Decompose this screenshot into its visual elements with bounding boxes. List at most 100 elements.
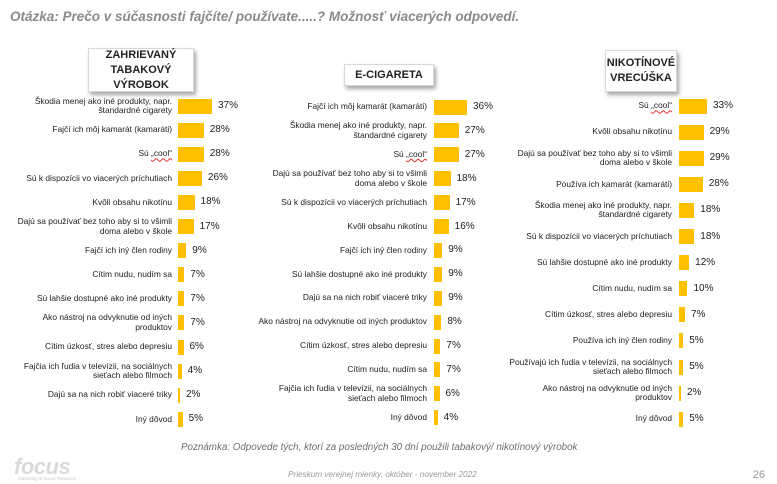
category-label: Sú „cool“ (4, 141, 172, 167)
category-label: Dajú sa na nich robiť viaceré triky (4, 382, 172, 408)
bar (178, 98, 212, 114)
category-label-text: Dajú sa používať bez toho aby si to všim… (517, 147, 672, 168)
category-label: Cítim nudu, nudím sa (4, 262, 172, 288)
data-label: 26% (207, 172, 228, 184)
category-label-text: Dajú sa na nich robiť viaceré triky (47, 389, 172, 400)
category-label: Fajčí ich iný člen rodiny (257, 237, 427, 263)
data-label: 27% (464, 124, 485, 136)
category-label: Fajčia ich ľudia v televízii, na sociáln… (4, 358, 172, 384)
category-label-text: Používa ich kamarát (kamaráti) (556, 178, 672, 189)
category-label: Cítim nudu, nudím sa (257, 357, 427, 383)
bar (178, 243, 187, 259)
category-label-text: Cítim úzkosť, stres alebo depresiu (300, 340, 427, 351)
category-label: Cítim úzkosť, stres alebo depresiu (507, 302, 672, 328)
data-label: 28% (209, 124, 230, 136)
bar (679, 307, 685, 323)
category-label-text: Fajčí ich iný člen rodiny (339, 244, 427, 255)
bar (178, 146, 204, 162)
category-label-text: Iný dôvod (635, 413, 672, 424)
category-label-text: Cítim úzkosť, stres alebo depresiu (545, 309, 672, 320)
category-label-text: Sú „cool“ (638, 100, 672, 111)
category-label: Sú k dispozícii vo viacerých príchutiach (507, 224, 672, 250)
bar (178, 339, 184, 355)
data-label: 29% (709, 126, 730, 138)
category-label: Fajčí ich iný člen rodiny (4, 238, 172, 264)
category-label: Dajú sa používať bez toho aby si to všim… (4, 214, 172, 240)
bar (434, 99, 467, 115)
bar (178, 411, 183, 427)
bar (178, 291, 185, 307)
data-label: 5% (188, 413, 204, 425)
bar (434, 242, 443, 258)
category-label-text: Sú „cool“ (138, 148, 172, 159)
bar (178, 315, 185, 331)
data-label: 17% (199, 220, 220, 232)
category-label: Sú „cool“ (507, 93, 672, 119)
category-label: Cítim nudu, nudím sa (507, 276, 672, 302)
data-label: 9% (192, 244, 207, 256)
data-label: 17% (455, 196, 476, 208)
category-label-text: Sú k dispozícii vo viacerých príchutiach (26, 172, 172, 183)
category-label-text: Sú lahšie dostupné ako iné produkty (36, 293, 172, 304)
category-label-text: Fajčí ich iný člen rodiny (84, 244, 172, 255)
bar (679, 202, 695, 218)
data-label: 4% (187, 365, 203, 377)
category-label: Ako nástroj na odvyknutie od iných produ… (507, 380, 672, 406)
data-label: 2% (186, 389, 201, 401)
category-label-text: Používa ich iný člen rodiny (572, 335, 672, 346)
data-label: 4% (443, 411, 459, 423)
category-label: Sú lahšie dostupné ako iné produkty (257, 261, 427, 287)
category-label-text: Dajú sa používať bez toho aby si to všim… (17, 216, 172, 236)
category-label-text: Škodia menej ako iné produkty, napr. šta… (289, 120, 427, 140)
category-label: Fajčia ich ľudia v televízii, na sociáln… (257, 381, 427, 407)
bar (679, 411, 684, 427)
category-label: Sú lahšie dostupné ako iné produkty (507, 250, 672, 276)
data-label: 18% (700, 204, 721, 216)
category-label-text: Škodia menej ako iné produkty, napr. šta… (534, 199, 672, 220)
bar (178, 387, 180, 403)
category-label-text: Dajú sa používať bez toho aby si to všim… (272, 168, 427, 188)
data-label: 9% (448, 244, 463, 256)
category-label-text: Kvôli obsahu nikotínu (592, 126, 672, 137)
bar (178, 170, 202, 186)
bar (679, 98, 707, 114)
category-label-text: Sú lahšie dostupné ako iné produkty (536, 256, 672, 267)
data-label: 18% (200, 196, 221, 208)
data-label: 16% (454, 220, 475, 232)
page-title: Otázka: Prečo v súčasnosti fajčíte/ použ… (10, 9, 520, 24)
data-label: 7% (690, 308, 706, 320)
data-label: 18% (456, 172, 477, 184)
category-label: Používa ich iný člen rodiny (507, 328, 672, 354)
data-label: 36% (473, 101, 494, 112)
category-label-text: Ako nástroj na odvyknutie od iných produ… (258, 316, 427, 327)
category-label: Ako nástroj na odvyknutie od iných produ… (4, 310, 172, 336)
bar (679, 255, 690, 271)
bar (679, 333, 684, 349)
data-label: 37% (218, 100, 239, 111)
data-label: 7% (446, 340, 461, 351)
category-label: Používa ich kamarát (kamaráti) (507, 171, 672, 197)
logo-text: focus (14, 454, 71, 479)
bar (434, 171, 451, 187)
category-label-text: Sú k dispozícii vo viacerých príchutiach (526, 230, 672, 241)
data-label: 5% (689, 361, 704, 372)
category-label: Fajčí ich môj kamarát (kamaráti) (257, 94, 427, 120)
bar (434, 386, 440, 402)
category-label-text: Fajčí ich môj kamarát (kamaráti) (52, 124, 172, 135)
survey-footer: Prieskum verejnej mienky, október - nove… (288, 470, 477, 479)
data-label: 2% (687, 387, 702, 399)
bar (679, 385, 681, 401)
bar (178, 194, 195, 210)
data-label: 7% (446, 363, 461, 375)
category-label-text: Cítim nudu, nudím sa (347, 364, 427, 375)
bar (178, 267, 185, 283)
category-label: Iný dôvod (4, 406, 172, 432)
bar (434, 410, 438, 426)
data-label: 9% (448, 268, 463, 280)
category-label: Dajú sa používať bez toho aby si to všim… (507, 145, 672, 171)
category-label: Škodia menej ako iné produkty, napr. šta… (4, 93, 172, 119)
category-label: Cítim úzkosť, stres alebo depresiu (257, 333, 427, 359)
bar (679, 359, 684, 375)
data-label: 33% (713, 100, 734, 111)
bar (679, 176, 703, 192)
